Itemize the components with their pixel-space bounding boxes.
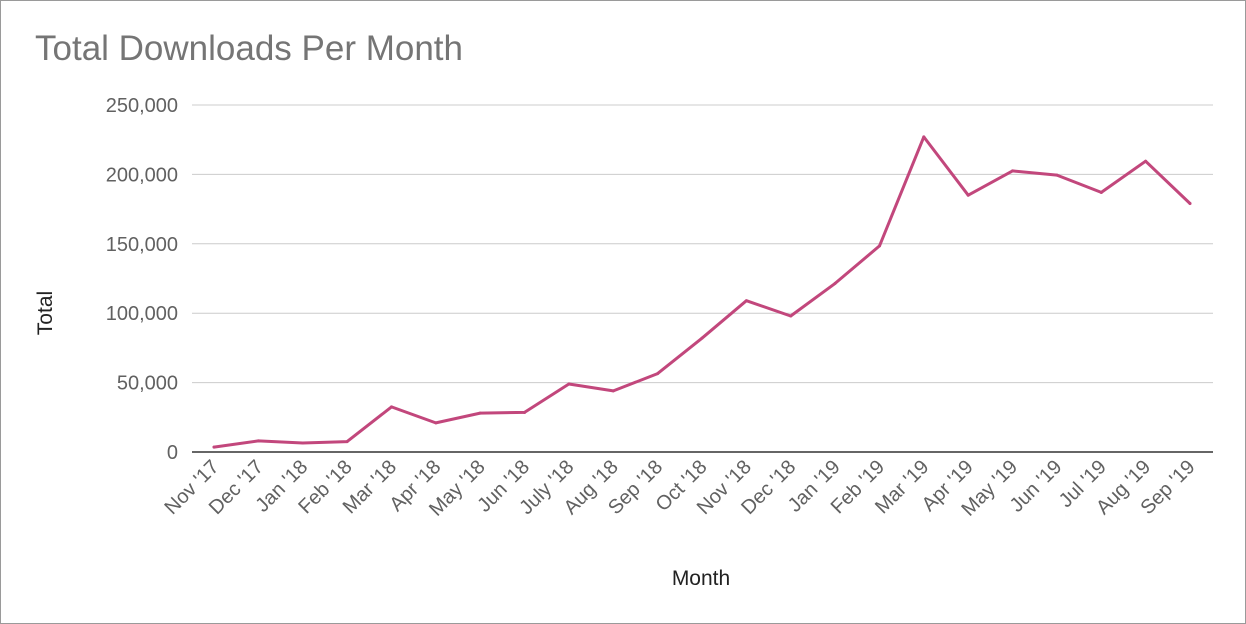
data-point [434, 421, 438, 425]
data-point [833, 281, 837, 285]
y-tick-label: 250,000 [106, 95, 178, 117]
data-point [1144, 159, 1148, 163]
data-point [345, 440, 349, 444]
data-point [523, 410, 527, 414]
data-point [744, 299, 748, 303]
y-tick-label: 50,000 [117, 373, 178, 395]
data-point [789, 314, 793, 318]
y-axis-title: Total [34, 291, 57, 335]
data-point [611, 389, 615, 393]
data-point [389, 405, 393, 409]
data-point [700, 336, 704, 340]
data-point [256, 439, 260, 443]
y-tick-label: 200,000 [106, 164, 178, 186]
data-point [301, 441, 305, 445]
data-point [877, 244, 881, 248]
series-line [212, 135, 1192, 449]
y-tick-label: 100,000 [106, 303, 178, 325]
data-point [966, 193, 970, 197]
data-point [478, 411, 482, 415]
y-tick-label: 150,000 [106, 234, 178, 256]
gridlines [192, 104, 1213, 453]
data-point [656, 372, 660, 376]
data-point [212, 445, 216, 449]
data-point [1188, 202, 1192, 206]
x-axis-title: Month [672, 567, 730, 590]
data-point [1055, 173, 1059, 177]
data-point [1099, 190, 1103, 194]
chart-title: Total Downloads Per Month [35, 29, 463, 68]
data-point [1011, 169, 1015, 173]
series-lines [212, 135, 1192, 449]
data-point [567, 382, 571, 386]
data-point [922, 135, 926, 139]
y-tick-labels: 0 50,000 100,000 150,000 200,000 250,000 [106, 95, 178, 464]
y-tick-label: 0 [167, 442, 178, 464]
